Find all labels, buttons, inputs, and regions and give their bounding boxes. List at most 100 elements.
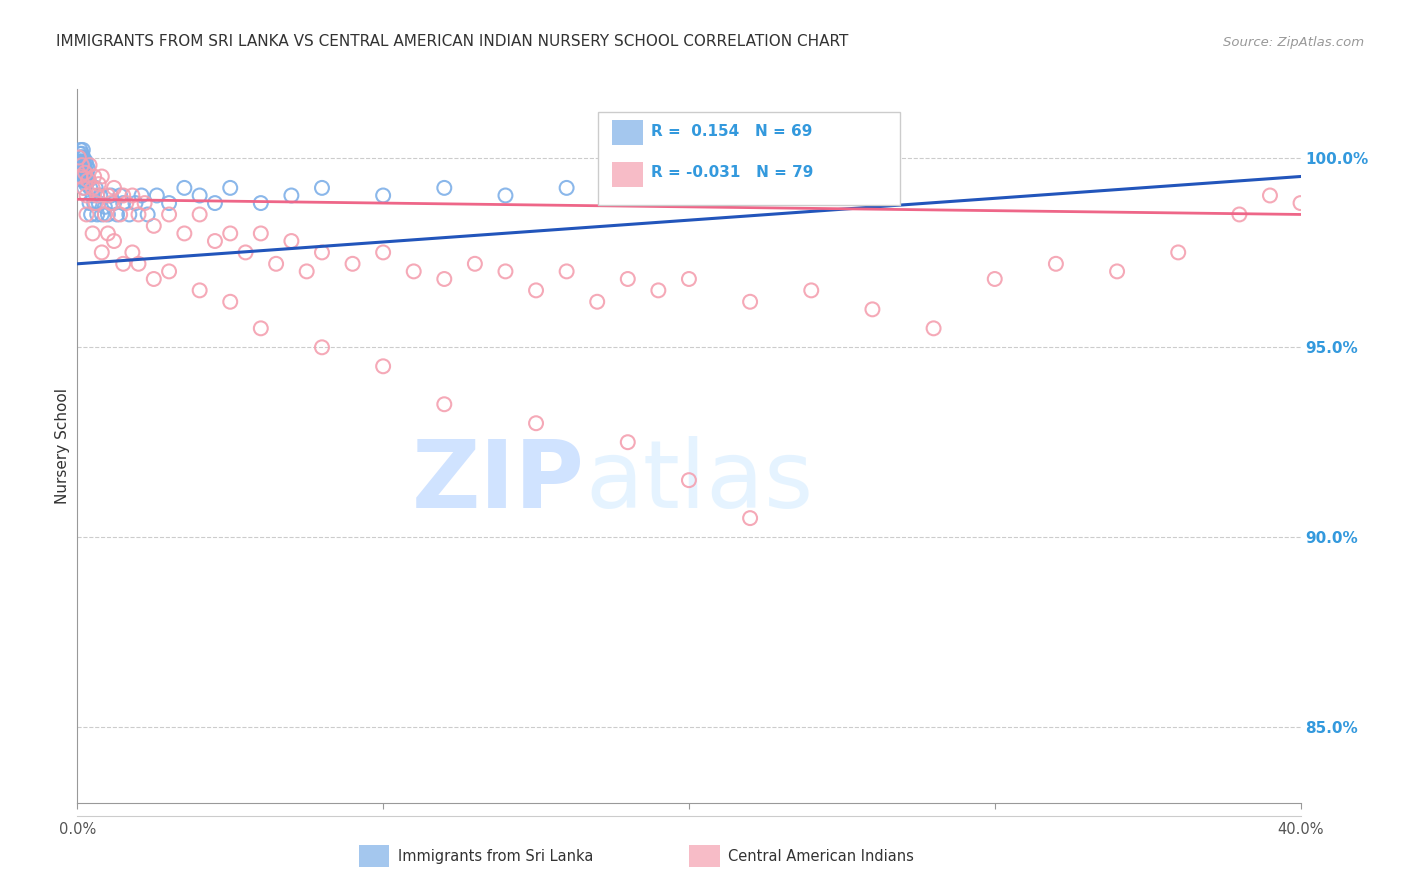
Point bbox=[617, 435, 640, 450]
Point bbox=[75, 166, 97, 180]
Point bbox=[72, 151, 94, 165]
Point bbox=[79, 158, 101, 172]
Point bbox=[342, 257, 364, 271]
Point bbox=[142, 219, 165, 233]
Point bbox=[72, 173, 94, 187]
Point bbox=[984, 272, 1007, 286]
Point bbox=[108, 207, 131, 221]
Text: Source: ZipAtlas.com: Source: ZipAtlas.com bbox=[1223, 36, 1364, 49]
Point bbox=[73, 158, 96, 172]
Text: atlas: atlas bbox=[585, 435, 813, 528]
Point bbox=[250, 196, 273, 211]
Point bbox=[617, 272, 640, 286]
Text: R = -0.031   N = 79: R = -0.031 N = 79 bbox=[651, 165, 813, 179]
Point bbox=[90, 207, 112, 221]
Point bbox=[73, 166, 96, 180]
Point bbox=[280, 188, 302, 202]
Point bbox=[69, 146, 91, 161]
Text: Immigrants from Sri Lanka: Immigrants from Sri Lanka bbox=[398, 849, 593, 863]
Point bbox=[72, 151, 94, 165]
Point bbox=[235, 245, 257, 260]
Point bbox=[97, 188, 120, 202]
Point bbox=[108, 188, 131, 202]
Point bbox=[495, 188, 517, 202]
Point bbox=[1045, 257, 1067, 271]
Point bbox=[70, 154, 93, 169]
Point bbox=[131, 188, 153, 202]
Point bbox=[94, 207, 117, 221]
Point bbox=[72, 169, 94, 184]
Point bbox=[87, 177, 110, 191]
Text: IMMIGRANTS FROM SRI LANKA VS CENTRAL AMERICAN INDIAN NURSERY SCHOOL CORRELATION : IMMIGRANTS FROM SRI LANKA VS CENTRAL AME… bbox=[56, 34, 849, 49]
Point bbox=[112, 196, 135, 211]
Point bbox=[1258, 188, 1281, 202]
Text: 0.0%: 0.0% bbox=[59, 822, 96, 837]
Point bbox=[128, 207, 150, 221]
Point bbox=[121, 188, 143, 202]
Point bbox=[740, 294, 762, 309]
Point bbox=[67, 151, 90, 165]
Point bbox=[103, 181, 125, 195]
Point bbox=[94, 200, 117, 214]
Point bbox=[1167, 245, 1189, 260]
Point bbox=[72, 181, 94, 195]
Point bbox=[311, 181, 333, 195]
Point bbox=[75, 173, 97, 187]
Point bbox=[80, 207, 103, 221]
Point bbox=[79, 181, 101, 195]
Point bbox=[433, 272, 456, 286]
Point bbox=[69, 143, 91, 157]
Point bbox=[69, 151, 91, 165]
Point bbox=[115, 196, 138, 211]
Point bbox=[204, 234, 226, 248]
Point bbox=[75, 177, 97, 191]
Point bbox=[402, 264, 425, 278]
Point bbox=[219, 294, 242, 309]
Point bbox=[77, 173, 100, 187]
Point bbox=[73, 161, 96, 176]
Point bbox=[82, 188, 104, 202]
Point bbox=[678, 473, 700, 487]
Point bbox=[1107, 264, 1129, 278]
Point bbox=[146, 188, 169, 202]
Point bbox=[77, 161, 100, 176]
Point bbox=[118, 207, 141, 221]
Point bbox=[82, 227, 104, 241]
Point bbox=[371, 359, 394, 374]
Point bbox=[100, 196, 122, 211]
Point bbox=[524, 284, 547, 298]
Point bbox=[555, 181, 578, 195]
Point bbox=[83, 196, 105, 211]
Point bbox=[76, 207, 98, 221]
Point bbox=[250, 321, 273, 335]
Point bbox=[112, 188, 135, 202]
Point bbox=[73, 166, 96, 180]
Point bbox=[1289, 196, 1312, 211]
Point bbox=[188, 188, 211, 202]
Point bbox=[72, 143, 94, 157]
Text: Central American Indians: Central American Indians bbox=[728, 849, 914, 863]
Point bbox=[112, 257, 135, 271]
Point bbox=[67, 166, 90, 180]
Point bbox=[86, 188, 108, 202]
Point bbox=[124, 196, 146, 211]
Point bbox=[136, 207, 159, 221]
Point bbox=[70, 166, 93, 180]
Point bbox=[97, 227, 120, 241]
Point bbox=[86, 207, 108, 221]
Text: ZIP: ZIP bbox=[412, 435, 585, 528]
Point bbox=[103, 196, 125, 211]
Point bbox=[89, 188, 111, 202]
Point bbox=[69, 169, 91, 184]
Point bbox=[121, 245, 143, 260]
Point bbox=[100, 188, 122, 202]
Point bbox=[311, 245, 333, 260]
Point bbox=[280, 234, 302, 248]
Point bbox=[76, 188, 98, 202]
Point bbox=[617, 188, 640, 202]
Point bbox=[371, 188, 394, 202]
Point bbox=[371, 245, 394, 260]
Point bbox=[69, 169, 91, 184]
Point bbox=[90, 245, 112, 260]
Point bbox=[586, 294, 609, 309]
